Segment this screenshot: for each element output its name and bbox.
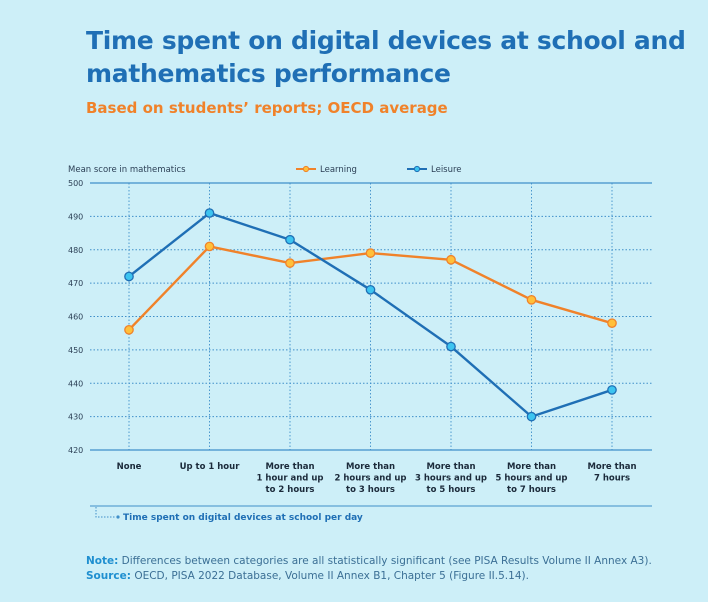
- x-tick-label: None: [117, 462, 142, 472]
- legend-learning-marker: [302, 165, 310, 173]
- leisure-point: [124, 271, 134, 282]
- leisure-point: [607, 385, 617, 395]
- leisure-point: [204, 208, 215, 218]
- source-label: Source:: [86, 570, 131, 582]
- chart-title: Time spent on digital devices at school …: [86, 26, 686, 88]
- legend-leisure-marker: [413, 165, 421, 173]
- x-axis-label: Time spent on digital devices at school …: [123, 513, 363, 523]
- y-axis-label: Mean score in mathematics: [68, 165, 186, 175]
- leisure-point: [526, 411, 537, 422]
- note-text: Differences between categories are all s…: [118, 555, 652, 567]
- leisure-point: [285, 234, 295, 245]
- x-tick-label: More than 3 hours and up to 5 hours: [415, 462, 487, 495]
- legend-learning-label: Learning: [320, 165, 357, 175]
- y-tick-label: 470: [68, 279, 83, 288]
- y-tick-label: 440: [68, 379, 83, 388]
- x-tick-label: More than 7 hours: [587, 462, 636, 484]
- note: Note: Differences between categories are…: [86, 554, 686, 569]
- learning-point: [607, 318, 617, 329]
- learning-point: [285, 258, 295, 268]
- y-tick-label: 490: [68, 212, 83, 221]
- leisure-point: [365, 284, 376, 295]
- learning-point: [124, 324, 134, 335]
- learning-point: [446, 254, 456, 265]
- y-tick-label: 450: [68, 346, 83, 355]
- y-tick-label: 500: [68, 179, 83, 188]
- y-tick-label: 420: [68, 446, 83, 455]
- x-tick-label: More than 1 hour and up to 2 hours: [257, 462, 324, 495]
- y-tick-label: 480: [68, 246, 83, 255]
- leisure-point: [446, 341, 456, 352]
- learning-point: [526, 294, 537, 305]
- chart-subtitle: Based on students’ reports; OECD average: [86, 99, 448, 117]
- source-text: OECD, PISA 2022 Database, Volume II Anne…: [130, 570, 529, 582]
- legend-leisure-label: Leisure: [431, 165, 462, 175]
- line-chart: Mean score in mathematics 420 430 440 450 460…: [68, 165, 652, 523]
- x-axis-title-connector: [95, 507, 116, 518]
- y-tick-label: 460: [68, 313, 83, 322]
- source: Source: OECD, PISA 2022 Database, Volume…: [86, 569, 686, 584]
- x-axis-title-marker: [116, 515, 120, 519]
- x-tick-label: Up to 1 hour: [180, 462, 241, 472]
- x-tick-label: More than 2 hours and up to 3 hours: [335, 462, 407, 495]
- learning-point: [204, 241, 215, 252]
- y-tick-label: 430: [68, 413, 83, 422]
- footer: Note: Differences between categories are…: [86, 554, 686, 584]
- x-tick-label: More than 5 hours and up to 7 hours: [496, 462, 568, 495]
- note-label: Note:: [86, 555, 119, 567]
- learning-point: [365, 248, 376, 258]
